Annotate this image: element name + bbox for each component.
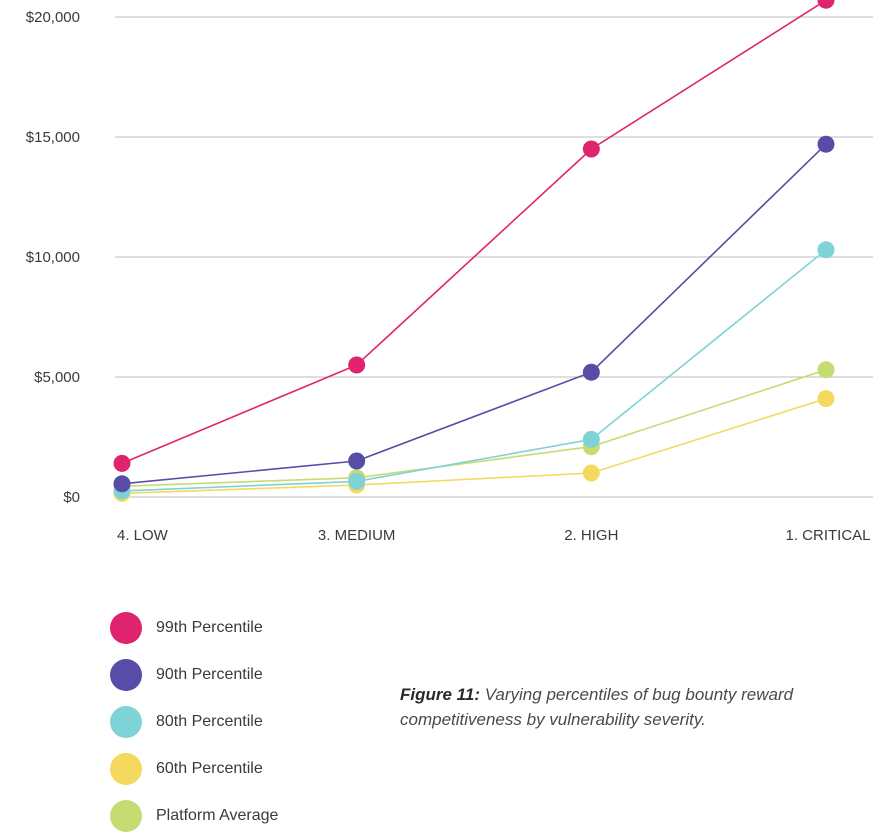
caption-text: Varying percentiles of bug bounty reward… [400,685,794,729]
series-line [121,0,827,465]
series-line [121,249,827,492]
y-tick-label: $0 [63,489,80,506]
caption-lead: Figure 11: [400,685,480,704]
legend: 99th Percentile 90th Percentile 80th Per… [110,604,370,839]
y-tick-label: $5,000 [34,369,80,386]
legend-item: 80th Percentile [110,698,370,745]
data-point [113,454,131,472]
figure-caption: Figure 11: Varying percentiles of bug bo… [400,682,860,732]
data-point [817,135,835,153]
data-point [348,472,366,490]
series-line [121,369,827,487]
y-tick-label: $20,000 [26,9,80,26]
legend-swatch-platform-average [110,799,142,832]
x-tick-label: 2. HIGH [564,527,618,544]
legend-label: 90th Percentile [156,665,263,683]
x-tick-label: 1. CRITICAL [785,527,870,544]
x-tick-label: 3. MEDIUM [318,527,396,544]
legend-item: 90th Percentile [110,651,370,698]
data-point [348,356,366,374]
legend-label: Platform Average [156,806,279,824]
legend-item: 99th Percentile [110,604,370,651]
series-lines [113,0,835,502]
data-point [582,430,600,448]
legend-label: 99th Percentile [156,618,263,636]
line-chart: $0 $5,000 $10,000 $15,000 $20,000 4. LOW 3. M… [26,0,873,544]
series-90th-percentile [113,135,835,493]
data-point [582,464,600,482]
y-tick-label: $15,000 [26,129,80,146]
series-99th-percentile [113,0,835,472]
x-tick-label: 4. LOW [117,527,169,544]
legend-label: 80th Percentile [156,712,263,730]
series-line [121,397,827,495]
gridlines [115,16,873,498]
series-80th-percentile [113,241,835,500]
data-point [582,363,600,381]
data-point [817,241,835,259]
legend-swatch-90th [110,658,142,691]
legend-label: 60th Percentile [156,759,263,777]
data-point [113,475,131,493]
legend-swatch-80th [110,705,142,738]
y-tick-label: $10,000 [26,249,80,266]
legend-swatch-99th [110,611,142,644]
legend-item: Platform Average [110,792,370,839]
series-line [121,143,827,485]
y-axis-ticks: $0 $5,000 $10,000 $15,000 $20,000 [26,9,80,506]
data-point [582,140,600,158]
x-axis-ticks: 4. LOW 3. MEDIUM 2. HIGH 1. CRITICAL [117,527,871,544]
data-point [817,0,835,9]
data-point [348,452,366,470]
series-60th-percentile [113,390,835,502]
legend-item: 60th Percentile [110,745,370,792]
legend-swatch-60th [110,752,142,785]
data-point [817,390,835,408]
data-point [817,361,835,379]
